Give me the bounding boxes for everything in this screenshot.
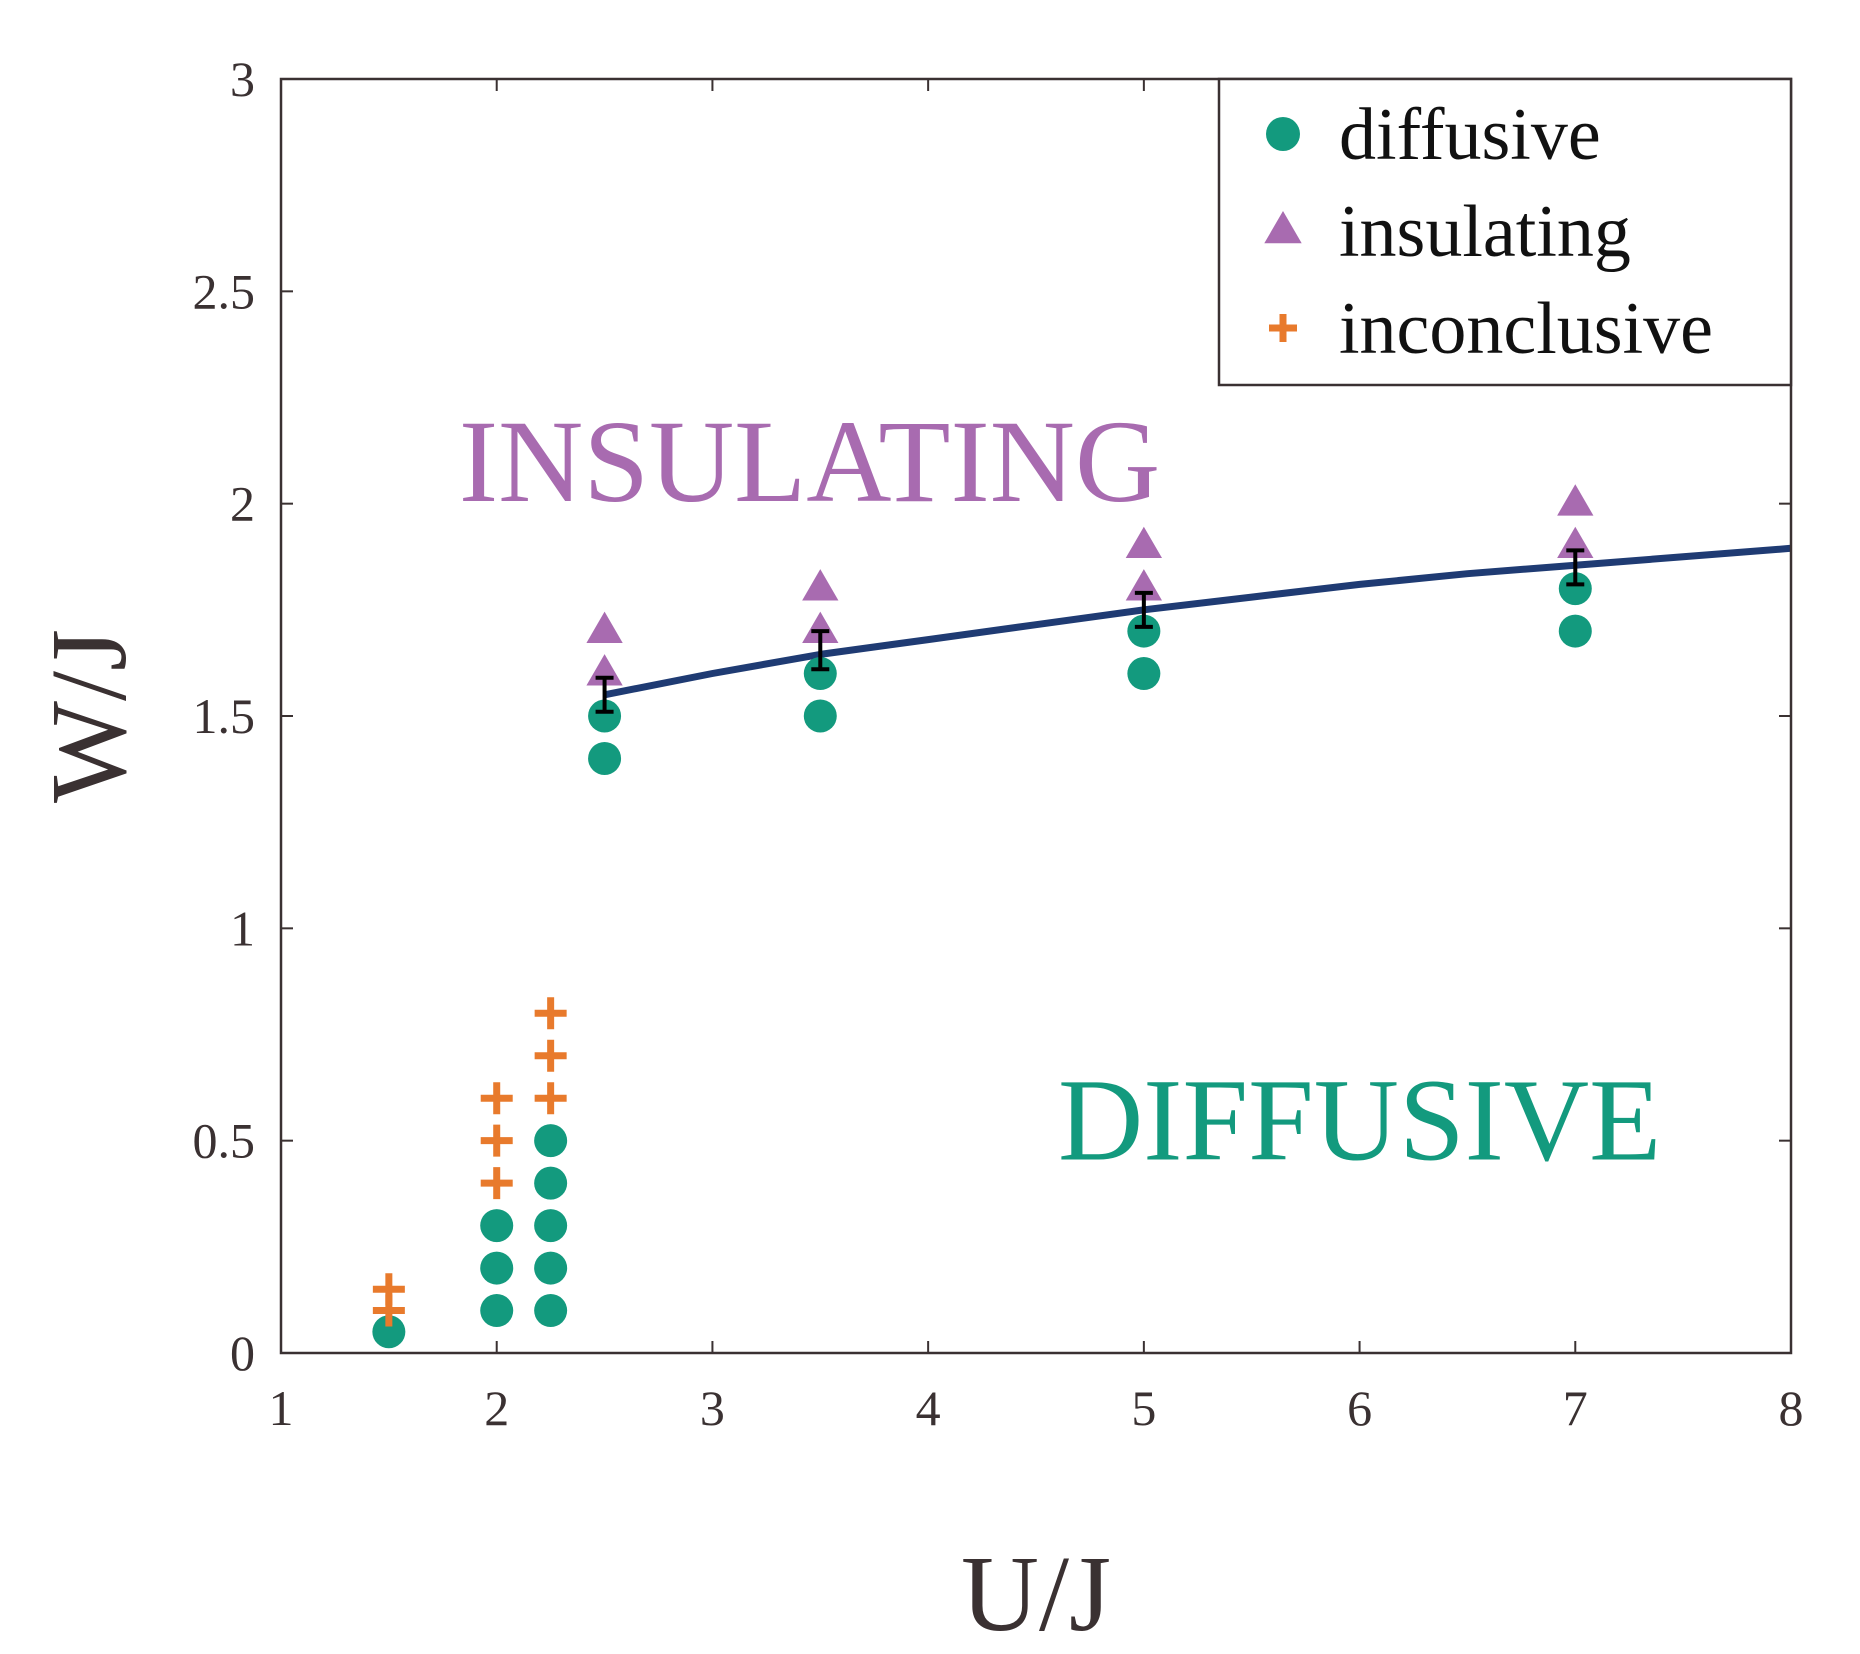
y-tick-label: 3 (230, 51, 255, 107)
insulating-point (586, 611, 623, 643)
x-tick-label: 1 (269, 1380, 294, 1436)
diffusive-point (534, 1209, 568, 1243)
diffusive-point (480, 1294, 514, 1328)
insulating-point (1557, 484, 1594, 516)
diffusive-point (1558, 614, 1592, 648)
inconclusive-point (534, 1039, 567, 1072)
diffusive-point (588, 741, 622, 775)
diffusive-point (372, 1315, 406, 1349)
legend-label-inconclusive: inconclusive (1339, 288, 1713, 370)
diffusive-point (803, 657, 837, 691)
x-tick-label: 6 (1347, 1380, 1372, 1436)
inconclusive-point (480, 1167, 513, 1200)
insulating-point (802, 611, 839, 643)
inconclusive-point (534, 997, 567, 1030)
series-insulating (586, 484, 1594, 686)
inconclusive-point (534, 1082, 567, 1115)
diffusive-point (534, 1294, 568, 1328)
x-tick-label: 8 (1779, 1380, 1804, 1436)
data-points (372, 484, 1594, 1349)
region-label-insulating: INSULATING (459, 396, 1160, 527)
legend-marker-insulating (1264, 210, 1302, 244)
legend: diffusive insulating inconclusive (1217, 77, 1793, 387)
legend-label-insulating: insulating (1339, 191, 1631, 273)
phase-boundary-line (603, 544, 1792, 699)
tick-labels: 1 2 3 4 5 6 7 8 0 0.5 1 1.5 2 2.5 3 (193, 51, 1804, 1436)
legend-marker-inconclusive (1269, 314, 1297, 342)
legend-marker-diffusive (1266, 117, 1300, 151)
inconclusive-point (372, 1273, 405, 1306)
diffusive-point (803, 699, 837, 733)
insulating-point (1125, 569, 1163, 601)
diffusive-point (480, 1251, 514, 1285)
diffusive-point (480, 1209, 514, 1243)
legend-label-diffusive: diffusive (1339, 94, 1601, 176)
y-tick-label: 0.5 (193, 1113, 256, 1169)
legend-box (1217, 77, 1793, 387)
region-label-diffusive: DIFFUSIVE (1058, 1054, 1661, 1185)
y-tick-label: 1 (230, 900, 255, 956)
error-bar (1134, 590, 1153, 629)
plot-frame (279, 77, 1793, 1355)
inconclusive-point (480, 1082, 513, 1115)
insulating-point (1125, 526, 1163, 559)
y-axis-title: W/J (30, 629, 149, 803)
region-annotations: INSULATING DIFFUSIVE (459, 396, 1661, 1185)
boundary-curve-layer (603, 544, 1792, 699)
insulating-point (586, 654, 623, 686)
x-tick-label: 7 (1563, 1380, 1588, 1436)
diffusive-point (588, 699, 622, 733)
x-axis-title: U/J (961, 1535, 1111, 1654)
error-bars (595, 548, 1585, 714)
error-bar (595, 675, 614, 714)
error-bar (1566, 548, 1585, 587)
y-tick-label: 1.5 (193, 688, 256, 744)
diffusive-point (534, 1251, 568, 1285)
insulating-point (802, 569, 839, 601)
x-tick-label: 3 (700, 1380, 725, 1436)
diffusive-point (534, 1166, 568, 1200)
y-tick-label: 2 (230, 476, 255, 532)
x-tick-label: 5 (1131, 1380, 1156, 1436)
error-bar (811, 629, 830, 672)
diffusive-point (1127, 614, 1161, 648)
diffusive-point (534, 1124, 568, 1158)
series-inconclusive (372, 997, 567, 1327)
y-tick-label: 2.5 (193, 263, 256, 319)
insulating-point (1557, 526, 1594, 559)
x-tick-label: 4 (916, 1380, 941, 1436)
series-diffusive (372, 572, 1592, 1349)
diffusive-point (1127, 657, 1161, 691)
inconclusive-point (480, 1124, 513, 1157)
y-tick-label: 0 (230, 1325, 255, 1381)
diffusive-point (1558, 572, 1592, 606)
x-tick-label: 2 (484, 1380, 509, 1436)
